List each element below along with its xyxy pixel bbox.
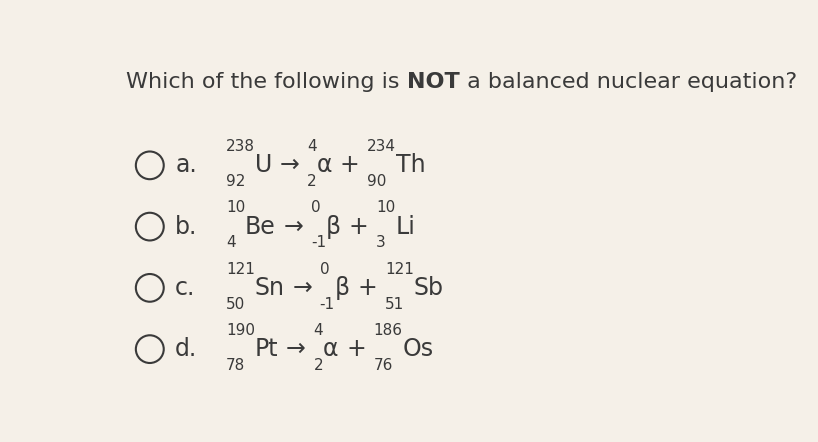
Text: Be: Be <box>245 215 276 239</box>
Text: 4: 4 <box>313 323 323 338</box>
Text: →: → <box>280 153 299 177</box>
Text: β: β <box>335 276 350 300</box>
Text: -1: -1 <box>320 297 335 312</box>
Text: →: → <box>292 276 312 300</box>
Text: Sb: Sb <box>414 276 444 300</box>
Text: 121: 121 <box>385 262 414 277</box>
Text: 190: 190 <box>226 323 255 338</box>
Text: 0: 0 <box>311 200 321 215</box>
Text: 50: 50 <box>226 297 245 312</box>
Text: a balanced nuclear equation?: a balanced nuclear equation? <box>460 72 797 92</box>
Text: +: + <box>348 215 368 239</box>
Text: 10: 10 <box>226 200 245 215</box>
Text: b.: b. <box>175 215 197 239</box>
Text: 2: 2 <box>313 358 323 373</box>
Text: 4: 4 <box>226 236 236 251</box>
Text: α: α <box>317 153 332 177</box>
Text: 4: 4 <box>307 139 317 154</box>
Text: d.: d. <box>175 337 197 361</box>
Text: NOT: NOT <box>407 72 460 92</box>
Text: α: α <box>323 337 339 361</box>
Text: 76: 76 <box>374 358 393 373</box>
Text: Os: Os <box>402 337 434 361</box>
Text: 92: 92 <box>226 174 245 189</box>
Text: 186: 186 <box>374 323 402 338</box>
Text: 51: 51 <box>385 297 404 312</box>
Text: a.: a. <box>175 153 197 177</box>
Text: -1: -1 <box>311 236 326 251</box>
Text: Which of the following is: Which of the following is <box>126 72 407 92</box>
Text: 238: 238 <box>226 139 255 154</box>
Text: β: β <box>326 215 341 239</box>
Text: Th: Th <box>396 153 426 177</box>
Text: +: + <box>357 276 377 300</box>
Text: Li: Li <box>395 215 416 239</box>
Text: +: + <box>346 337 366 361</box>
Text: 3: 3 <box>376 236 386 251</box>
Text: Sn: Sn <box>254 276 285 300</box>
Text: 2: 2 <box>307 174 317 189</box>
Text: →: → <box>284 215 303 239</box>
Text: 234: 234 <box>367 139 396 154</box>
Text: c.: c. <box>175 276 196 300</box>
Text: 121: 121 <box>226 262 254 277</box>
Text: 0: 0 <box>320 262 330 277</box>
Text: 10: 10 <box>376 200 395 215</box>
Text: 78: 78 <box>226 358 245 373</box>
Text: +: + <box>339 153 360 177</box>
Text: →: → <box>286 337 306 361</box>
Text: Pt: Pt <box>255 337 278 361</box>
Text: 90: 90 <box>367 174 387 189</box>
Text: U: U <box>255 153 272 177</box>
